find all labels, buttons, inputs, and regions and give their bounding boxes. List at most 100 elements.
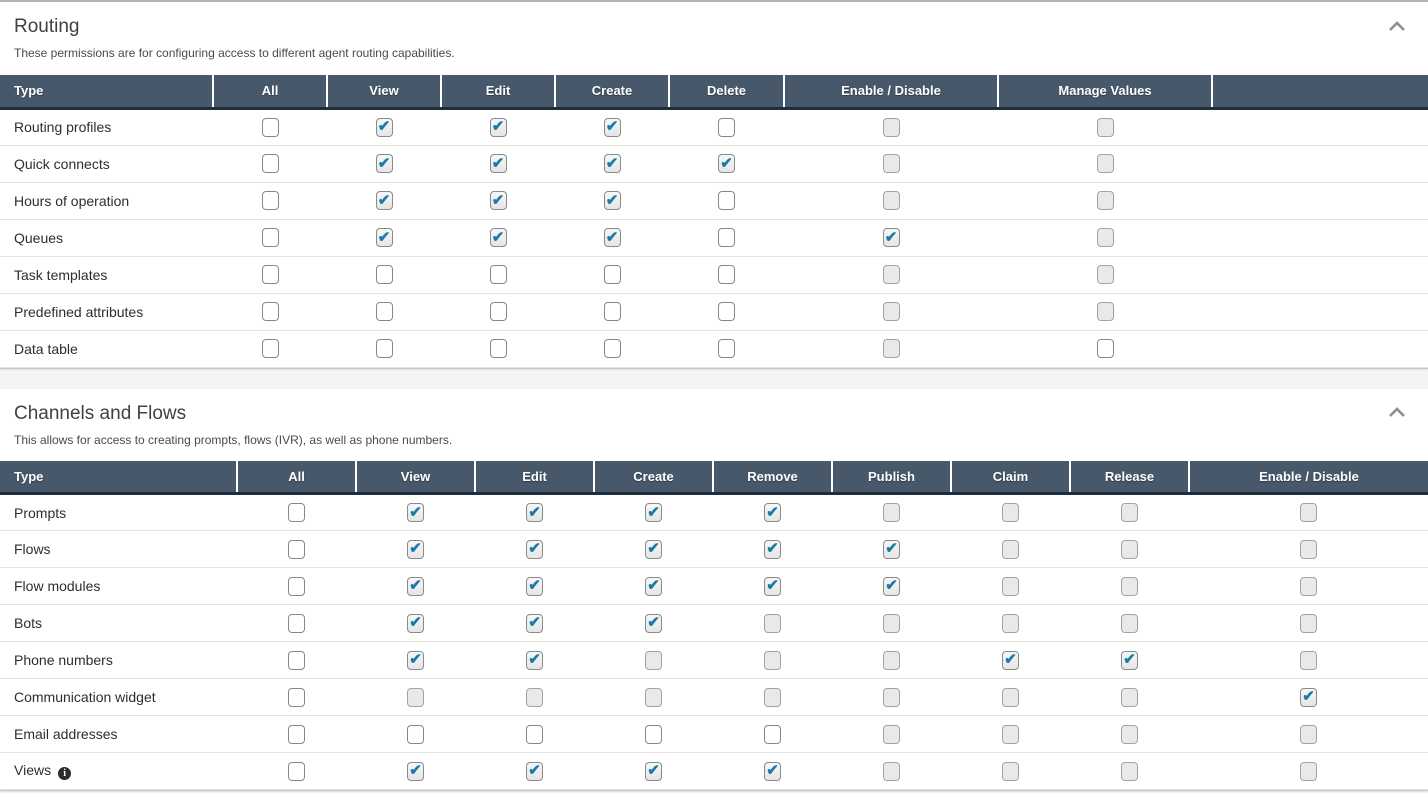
permission-checkbox-checked[interactable]: ✔ <box>603 191 621 210</box>
permission-checkbox-checked[interactable]: ✔ <box>407 761 424 781</box>
permission-checkbox-disabled <box>1096 191 1114 210</box>
collapse-chevron-icon[interactable] <box>1386 18 1408 34</box>
permission-cell <box>1212 256 1428 294</box>
permission-checkbox-unchecked[interactable] <box>261 265 279 284</box>
permission-checkbox-unchecked[interactable] <box>718 302 735 321</box>
permission-checkbox-checked[interactable]: ✔ <box>764 761 781 781</box>
table-row: Views i ✔ ✔ ✔ ✔ <box>0 752 1428 790</box>
permission-checkbox-checked[interactable]: ✔ <box>526 613 543 633</box>
permission-checkbox-unchecked[interactable] <box>489 265 507 284</box>
permission-checkbox-checked[interactable]: ✔ <box>407 650 424 670</box>
permission-cell <box>1070 715 1189 753</box>
permission-checkbox-unchecked[interactable] <box>261 339 279 358</box>
permission-checkbox-unchecked[interactable] <box>288 539 305 559</box>
info-icon[interactable]: i <box>58 767 72 780</box>
permission-checkbox-disabled <box>1002 503 1019 522</box>
permission-checkbox-unchecked[interactable] <box>489 339 507 358</box>
permission-checkbox-checked[interactable]: ✔ <box>883 539 900 559</box>
permission-checkbox-unchecked[interactable] <box>718 265 735 284</box>
permission-checkbox-unchecked[interactable] <box>375 265 393 284</box>
permission-checkbox-checked[interactable]: ✔ <box>489 154 507 173</box>
channels-permissions-table: Type All View Edit Create Remove Publish Claim R… <box>0 460 1428 790</box>
permission-checkbox-unchecked[interactable] <box>261 191 279 210</box>
permission-checkbox-unchecked[interactable] <box>375 339 393 358</box>
permission-checkbox-unchecked[interactable] <box>603 265 621 284</box>
permission-checkbox-unchecked[interactable] <box>718 191 735 210</box>
permission-checkbox-checked[interactable]: ✔ <box>407 613 424 633</box>
permission-checkbox-checked[interactable]: ✔ <box>526 650 543 670</box>
permission-checkbox-checked[interactable]: ✔ <box>375 117 393 137</box>
permission-checkbox-checked[interactable]: ✔ <box>526 503 543 522</box>
permission-checkbox-checked[interactable]: ✔ <box>645 613 662 633</box>
permission-checkbox-checked[interactable]: ✔ <box>489 191 507 210</box>
permission-checkbox-unchecked[interactable] <box>288 613 305 633</box>
table-row: Communication widget ✔ <box>0 678 1428 716</box>
permission-checkbox-unchecked[interactable] <box>261 117 279 137</box>
permission-checkbox-checked[interactable]: ✔ <box>603 117 621 137</box>
row-label: Quick connects <box>0 145 213 183</box>
permission-cell: ✔ <box>555 108 669 146</box>
permission-cell <box>237 752 356 790</box>
permission-checkbox-checked[interactable]: ✔ <box>1300 687 1317 707</box>
permission-checkbox-checked[interactable]: ✔ <box>526 539 543 559</box>
permission-checkbox-checked[interactable]: ✔ <box>375 228 393 247</box>
column-header-create: Create <box>593 460 713 495</box>
permission-cell <box>213 293 327 331</box>
permission-cell: ✔ <box>356 567 475 605</box>
permission-checkbox-checked[interactable]: ✔ <box>718 154 735 173</box>
permission-checkbox-checked[interactable]: ✔ <box>407 503 424 522</box>
permission-checkbox-unchecked[interactable] <box>407 724 424 744</box>
permission-checkbox-checked[interactable]: ✔ <box>883 576 900 596</box>
permission-checkbox-unchecked[interactable] <box>288 503 305 522</box>
permission-checkbox-unchecked[interactable] <box>261 228 279 247</box>
permission-checkbox-unchecked[interactable] <box>764 724 781 744</box>
permission-checkbox-unchecked[interactable] <box>261 302 279 321</box>
permission-checkbox-checked[interactable]: ✔ <box>764 539 781 559</box>
permission-checkbox-checked[interactable]: ✔ <box>645 761 662 781</box>
permission-checkbox-unchecked[interactable] <box>1096 339 1114 358</box>
permission-cell <box>832 715 951 753</box>
permission-checkbox-unchecked[interactable] <box>288 687 305 707</box>
permission-cell: ✔ <box>475 530 594 568</box>
permission-checkbox-checked[interactable]: ✔ <box>603 154 621 173</box>
permission-checkbox-unchecked[interactable] <box>526 724 543 744</box>
permission-checkbox-checked[interactable]: ✔ <box>407 539 424 559</box>
permission-checkbox-checked[interactable]: ✔ <box>1121 650 1138 670</box>
permission-checkbox-checked[interactable]: ✔ <box>1002 650 1019 670</box>
permission-checkbox-checked[interactable]: ✔ <box>645 576 662 596</box>
permission-cell <box>327 293 441 331</box>
permission-checkbox-checked[interactable]: ✔ <box>764 503 781 522</box>
permission-checkbox-unchecked[interactable] <box>603 302 621 321</box>
permission-checkbox-unchecked[interactable] <box>288 761 305 781</box>
permission-checkbox-checked[interactable]: ✔ <box>882 228 900 247</box>
permission-checkbox-unchecked[interactable] <box>718 117 735 137</box>
permission-checkbox-unchecked[interactable] <box>261 154 279 173</box>
permission-cell: ✔ <box>356 530 475 568</box>
permission-checkbox-unchecked[interactable] <box>718 228 735 247</box>
permission-checkbox-unchecked[interactable] <box>645 724 662 744</box>
permission-checkbox-unchecked[interactable] <box>603 339 621 358</box>
permission-checkbox-checked[interactable]: ✔ <box>764 576 781 596</box>
permission-checkbox-checked[interactable]: ✔ <box>375 191 393 210</box>
permission-checkbox-disabled <box>1002 576 1019 596</box>
permission-checkbox-checked[interactable]: ✔ <box>489 117 507 137</box>
permission-checkbox-checked[interactable]: ✔ <box>645 503 662 522</box>
row-label: Flow modules <box>0 567 237 605</box>
permission-checkbox-unchecked[interactable] <box>288 576 305 596</box>
permission-checkbox-checked[interactable]: ✔ <box>489 228 507 247</box>
permission-checkbox-unchecked[interactable] <box>375 302 393 321</box>
permission-checkbox-unchecked[interactable] <box>489 302 507 321</box>
permission-checkbox-checked[interactable]: ✔ <box>645 539 662 559</box>
permission-checkbox-checked[interactable]: ✔ <box>526 761 543 781</box>
collapse-chevron-icon[interactable] <box>1386 405 1408 421</box>
permission-cell <box>356 715 475 753</box>
permission-checkbox-unchecked[interactable] <box>718 339 735 358</box>
permission-cell <box>237 678 356 716</box>
permission-checkbox-checked[interactable]: ✔ <box>526 576 543 596</box>
permission-cell <box>669 182 784 220</box>
permission-checkbox-checked[interactable]: ✔ <box>603 228 621 247</box>
permission-checkbox-checked[interactable]: ✔ <box>407 576 424 596</box>
permission-checkbox-unchecked[interactable] <box>288 650 305 670</box>
permission-checkbox-unchecked[interactable] <box>288 724 305 744</box>
permission-checkbox-checked[interactable]: ✔ <box>375 154 393 173</box>
